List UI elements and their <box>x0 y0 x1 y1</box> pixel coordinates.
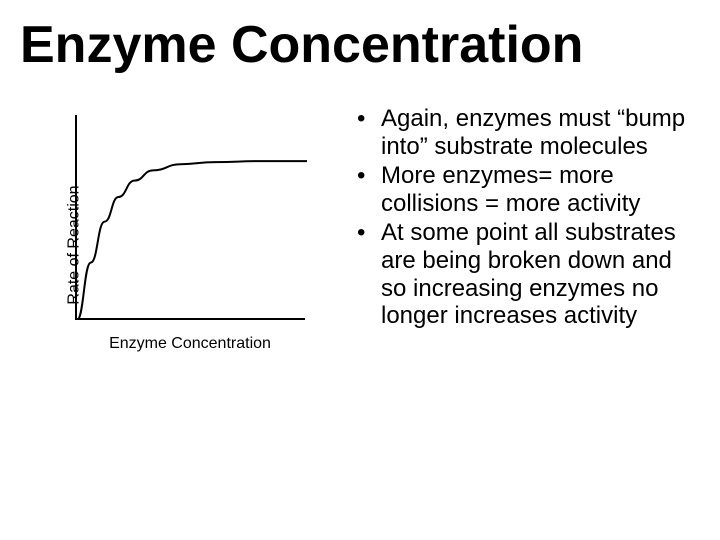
bullet-list-container: Again, enzymes must “bump into” substrat… <box>350 105 700 385</box>
chart-curve <box>77 115 307 320</box>
chart-plot-area <box>75 115 305 320</box>
chart-x-axis-label: Enzyme Concentration <box>75 335 305 353</box>
bullet-item: At some point all substrates are being b… <box>355 219 700 329</box>
bullet-item: Again, enzymes must “bump into” substrat… <box>355 105 700 160</box>
chart-container: Rate of Reaction Enzyme Concentration <box>20 105 330 385</box>
bullet-list: Again, enzymes must “bump into” substrat… <box>355 105 700 330</box>
slide-title: Enzyme Concentration <box>20 15 700 75</box>
content-row: Rate of Reaction Enzyme Concentration Ag… <box>20 105 700 385</box>
bullet-item: More enzymes= more collisions = more act… <box>355 162 700 217</box>
